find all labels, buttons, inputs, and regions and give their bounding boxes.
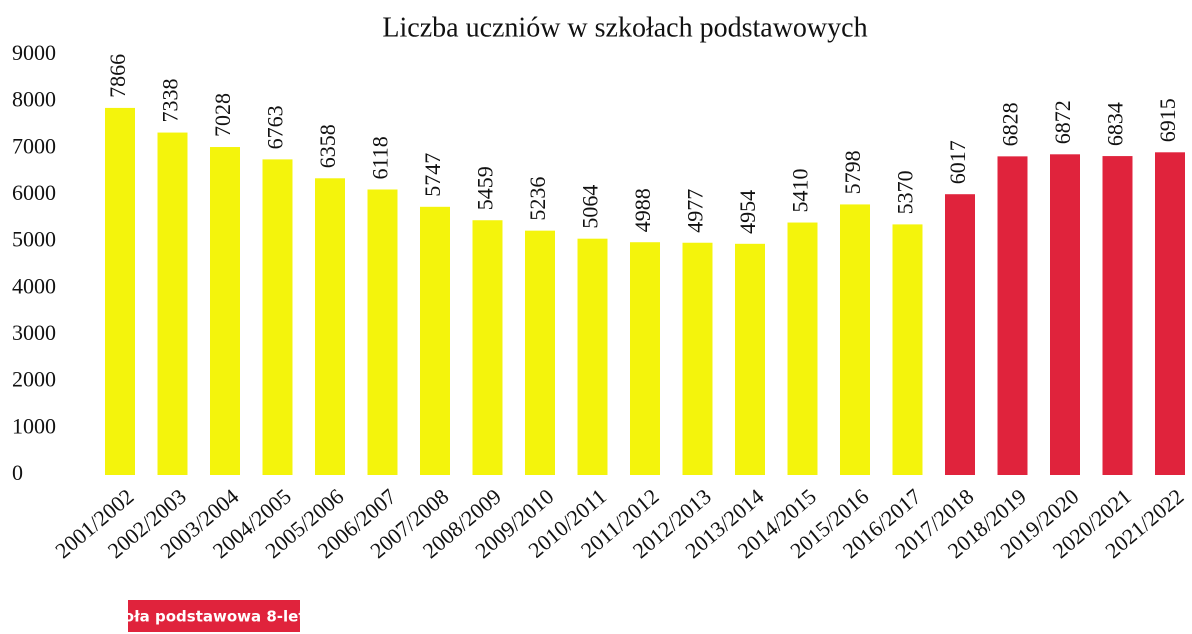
y-tick-label: 3000 bbox=[12, 320, 56, 345]
bar bbox=[682, 242, 713, 475]
data-label: 6358 bbox=[315, 124, 340, 168]
y-tick-label: 2000 bbox=[12, 367, 56, 392]
data-label: 6872 bbox=[1050, 100, 1075, 144]
bar bbox=[105, 107, 135, 476]
bar bbox=[787, 222, 818, 475]
bar bbox=[735, 243, 765, 475]
y-tick-label: 4000 bbox=[12, 273, 56, 298]
chart-title: Liczba uczniów w szkołach podstawowych bbox=[382, 12, 867, 43]
data-label: 6017 bbox=[945, 140, 970, 184]
bar bbox=[367, 189, 398, 475]
bar bbox=[1050, 154, 1080, 475]
data-label: 6118 bbox=[368, 136, 393, 179]
bar bbox=[577, 238, 608, 475]
data-label: 5236 bbox=[525, 177, 550, 221]
bar bbox=[892, 224, 923, 475]
data-label: 7866 bbox=[105, 54, 130, 98]
bar bbox=[157, 132, 188, 475]
bar bbox=[315, 178, 345, 475]
bar bbox=[420, 206, 450, 475]
bar bbox=[997, 156, 1028, 476]
data-label: 5370 bbox=[893, 170, 918, 214]
data-label: 5410 bbox=[788, 169, 813, 213]
data-label: 4988 bbox=[630, 188, 655, 232]
bar bbox=[472, 220, 503, 475]
bar bbox=[945, 194, 975, 475]
data-label: 5798 bbox=[840, 150, 865, 194]
bar bbox=[630, 242, 660, 475]
data-label: 4954 bbox=[735, 190, 760, 234]
data-label: 6763 bbox=[263, 105, 288, 149]
data-label: 6828 bbox=[998, 102, 1023, 146]
data-label: 6915 bbox=[1155, 98, 1180, 142]
data-label: 5064 bbox=[578, 185, 603, 229]
bar bbox=[210, 147, 240, 475]
bar bbox=[1102, 156, 1133, 475]
data-label: 4977 bbox=[683, 189, 708, 233]
legend-label: szkoła podstawowa 8-letnia bbox=[97, 608, 332, 626]
data-label: 5747 bbox=[420, 153, 445, 197]
data-label: 7028 bbox=[210, 93, 235, 137]
data-label: 5459 bbox=[473, 166, 498, 210]
y-tick-label: 0 bbox=[12, 460, 23, 485]
data-label: 6834 bbox=[1103, 102, 1128, 146]
y-tick-label: 1000 bbox=[12, 413, 56, 438]
y-tick-label: 5000 bbox=[12, 227, 56, 252]
data-label: 7338 bbox=[158, 79, 183, 123]
bar bbox=[1155, 152, 1185, 476]
y-tick-label: 7000 bbox=[12, 133, 56, 158]
legend-swatch bbox=[128, 600, 300, 632]
bar bbox=[840, 204, 870, 475]
y-tick-label: 8000 bbox=[12, 87, 56, 112]
y-tick-label: 6000 bbox=[12, 180, 56, 205]
bar bbox=[525, 230, 555, 475]
y-tick-label: 9000 bbox=[12, 40, 56, 65]
bar bbox=[262, 159, 293, 476]
